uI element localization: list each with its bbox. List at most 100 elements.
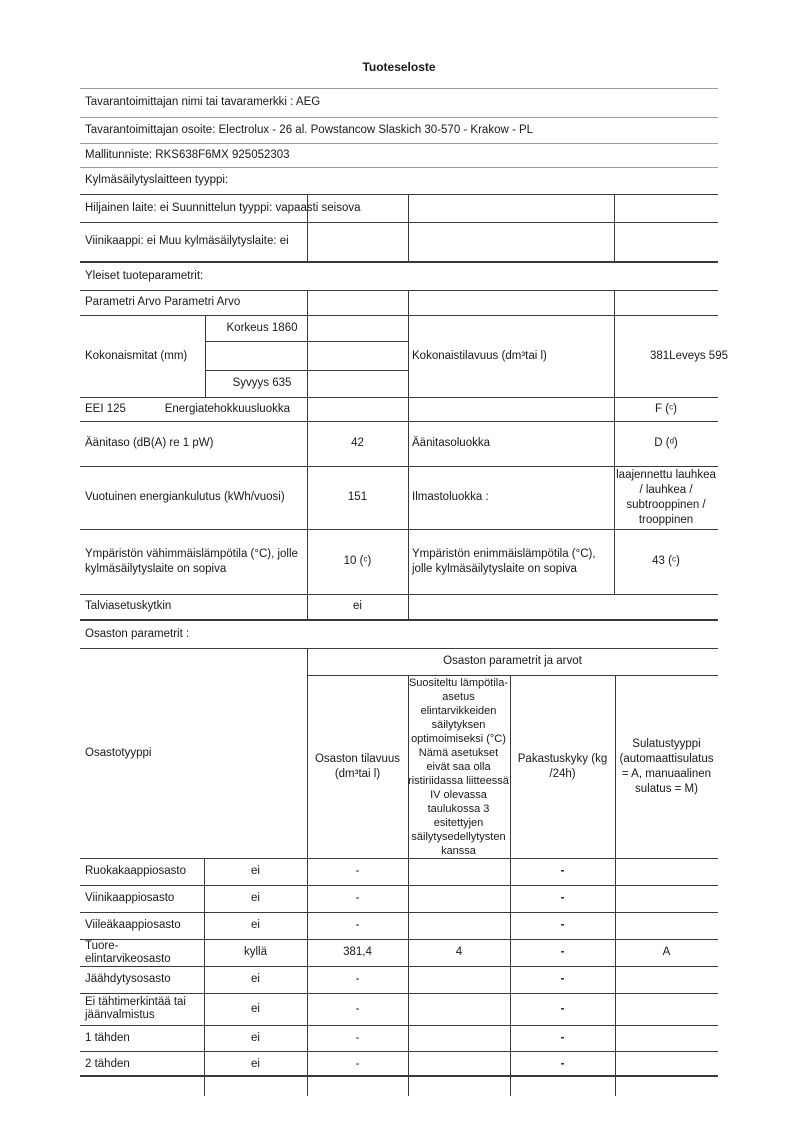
compartment-row-name: Tuore-elintarvikeosasto [85,939,171,965]
max-ambient-temp-value: 43 (ᶜ) [652,555,680,568]
compartment-row-temp: 4 [455,946,463,959]
compartment-row-volume: - [355,865,360,878]
table-border [204,858,205,1075]
table-border [80,117,718,118]
table-border [408,194,409,262]
overall-dimensions-label: Kokonaismitat (mm) [85,349,188,362]
quiet-appliance-row: Hiljainen laite: ei Suunnittelun tyyppi:… [85,201,361,214]
table-border [510,675,511,1075]
wine-cabinet-row: Viinikaappi: ei Muu kylmäsäilytyslaite: … [85,235,289,248]
compartment-row-defrost: A [662,946,671,959]
compartment-parameters-heading: Osaston parametrit : [85,627,190,640]
compartment-row-freeze: - [560,1002,565,1015]
compartment-row-present: ei [251,973,260,986]
table-border [408,675,409,1075]
eei-row: EEI 125 Energiatehokkuusluokka [85,397,307,421]
compartment-row-volume: 381,4 [343,946,372,959]
compartment-row-freeze: - [560,892,565,905]
compartment-volume-column-header: Osaston tilavuus (dm³tai l) [314,752,400,780]
compartment-row-present: ei [251,865,260,878]
compartment-row-name: Viinikaappiosasto [85,892,175,904]
table-border [80,222,718,223]
table-border [80,194,718,195]
compartment-row-name: Jäähdytysosasto [85,973,171,985]
noise-class-label: Äänitasoluokka [412,437,490,450]
total-volume-value: 381Leveys 595 [649,349,728,362]
compartment-row-volume: - [355,919,360,932]
compartment-row-present: ei [251,1031,260,1044]
compartment-row-present: ei [251,919,260,932]
compartment-row-volume: - [355,1057,360,1070]
climate-class-label: Ilmastoluokka : [412,491,489,504]
winter-switch-value: ei [353,600,362,613]
table-border [80,529,718,530]
compartment-row-name: 1 tähden [85,1031,130,1044]
compartment-row-freeze: - [560,865,565,878]
table-border [80,421,718,422]
compartment-row-present: ei [251,892,260,905]
min-ambient-temp-label: Ympäristön vähimmäislämpötila (°C), joll… [85,547,298,575]
table-border [80,1025,718,1026]
table-border [614,290,615,594]
table-border [80,993,718,994]
table-border [80,966,718,967]
height-value: Korkeus 1860 [226,321,298,334]
compartment-defrost-column-header: Sulatustyyppi (automaattisulatus = A, ma… [619,737,714,795]
table-border [80,167,718,168]
table-border [80,619,718,621]
eei-value: EEI 125 [85,402,126,415]
table-border [204,1077,205,1096]
table-border [80,88,718,89]
compartment-row-volume: - [355,1031,360,1044]
table-border [80,143,718,144]
table-border [205,341,408,342]
table-border [615,1077,616,1096]
appliance-type-heading: Kylmäsäilytyslaitteen tyyppi: [85,174,229,187]
table-border [307,290,308,620]
compartment-row-freeze: - [560,1057,565,1070]
table-border [307,1077,308,1096]
table-border [80,594,718,595]
table-border [307,648,308,1075]
noise-level-value: 42 [351,437,364,450]
table-border [510,1077,511,1096]
compartment-row-volume: - [355,973,360,986]
table-border [408,1077,409,1096]
compartment-row-name: 2 tähden [85,1057,130,1070]
energy-class-label: Energiatehokkuusluokka [164,402,290,415]
table-border [205,370,408,371]
table-border [80,1051,718,1052]
table-border [80,885,718,886]
compartment-row-volume: - [355,892,360,905]
model-identifier-row: Mallitunniste: RKS638F6MX 925052303 [85,148,290,161]
general-parameters-heading: Yleiset tuoteparametrit: [85,269,204,282]
compartment-row-name: Ruokakaappiosasto [85,865,187,877]
noise-class-value: D (ᵈ) [654,437,678,450]
table-border [307,194,308,262]
annual-energy-value: 151 [347,491,368,504]
param-value-header: Parametri Arvo Parametri Arvo [85,296,241,309]
compartment-freeze-column-header: Pakastuskyky (kg /24h) [517,752,608,780]
table-border [80,939,718,940]
compartment-row-freeze: - [560,973,565,986]
compartment-row-freeze: - [560,946,565,959]
noise-level-label: Äänitaso (dB(A) re 1 pW) [85,437,214,450]
compartment-row-freeze: - [560,919,565,932]
page-title: Tuoteseloste [362,60,436,75]
compartment-type-column-header: Osastotyyppi [85,746,152,759]
table-border [80,858,718,859]
compartment-row-volume: - [355,1002,360,1015]
table-border [80,648,718,649]
max-ambient-temp-label: Ympäristön enimmäislämpötila (°C), jolle… [412,547,596,575]
winter-switch-label: Talviasetuskytkin [85,600,172,613]
min-ambient-temp-value: 10 (ᶜ) [343,555,372,568]
climate-class-value: laajennettu lauhkea / lauhkea / subtroop… [616,468,716,526]
energy-class-value: F (ᶜ) [655,402,677,415]
compartment-temp-column-header: Suositeltu lämpötila-asetus elintarvikke… [408,676,509,857]
compartment-group-header: Osaston parametrit ja arvot [443,655,582,668]
compartment-row-freeze: - [560,1031,565,1044]
compartment-row-present: ei [251,1057,260,1070]
table-border [80,290,718,291]
supplier-name-row: Tavarantoimittajan nimi tai tavaramerkki… [85,96,321,109]
